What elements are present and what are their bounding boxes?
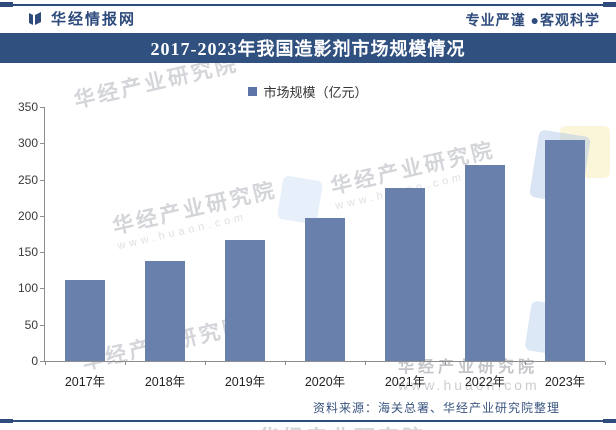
bar-2023年 [545,139,585,361]
y-axis-tick-mark [40,107,44,108]
x-axis-tick-mark [285,362,286,365]
y-axis-tick-mark [40,361,44,362]
page-title: 2017-2023年我国造影剂市场规模情况 [150,39,466,59]
x-axis-tick-mark [205,362,206,365]
brand-logo-icon [28,11,44,27]
watermark-stamp: 华经产业研究院 [258,422,426,430]
bar-2021年 [385,187,425,361]
x-axis-tick-label: 2019年 [224,375,266,389]
x-axis-tick-mark [605,362,606,365]
y-axis-tick-label: 200 [17,208,38,223]
y-axis-tick-mark [40,215,44,217]
brand: 华经情报网 [28,8,136,29]
y-axis-tick-mark [40,324,44,326]
brand-name: 华经情报网 [51,11,137,28]
x-axis-tick-mark [125,362,126,365]
x-axis-tick-mark [445,362,446,365]
x-axis-line [44,361,605,362]
bar-2017年 [65,279,105,361]
x-axis-tick-mark [45,362,46,365]
bottom-border-left-cap [0,419,13,423]
y-axis-line [44,107,45,361]
x-axis-tick-label: 2017年 [64,375,106,389]
y-axis-tick-label: 100 [17,281,38,296]
y-axis-labels: 0 50 100 150 200 250 300 350 [0,100,38,368]
y-axis-tick-mark [40,179,44,181]
x-axis-tick-label: 2021年 [384,375,426,389]
header: 华经情报网 专业严谨 ●客观科学 [0,8,616,30]
y-axis-tick-label: 250 [17,172,38,187]
plot-area: 2017年 2018年 2019年 2020年 2021年 2022年 2023年 [40,107,606,389]
bar-2018年 [145,260,185,361]
top-border-left-cap [0,2,13,7]
y-axis-tick-mark [40,288,44,290]
x-axis-tick-label: 2020年 [304,375,346,389]
legend-marker-icon [248,86,258,96]
y-axis-tick-mark [40,143,44,145]
x-axis-tick-label: 2023年 [544,375,586,389]
source-note: 资料来源：海关总署、华经产业研究院整理 [312,401,560,415]
header-tagline: 专业严谨 ●客观科学 [465,12,600,28]
x-axis-tick-label: 2018年 [144,375,186,389]
legend-label: 市场规模（亿元） [263,84,368,100]
bar-2019年 [225,239,265,361]
x-axis-tick-mark [525,362,526,365]
top-border-line [0,4,616,6]
bottom-border-line [0,420,616,422]
x-axis-tick-mark [365,362,366,365]
bar-2022年 [465,165,505,361]
x-axis-tick-label: 2022年 [464,375,506,389]
bottom-border-right-cap [603,419,616,423]
y-axis-tick-label: 50 [24,317,38,332]
y-axis-tick-label: 300 [17,136,38,151]
chart-legend: 市场规模（亿元） [0,82,616,100]
y-axis-tick-label: 0 [31,354,38,368]
y-axis-tick-mark [40,252,44,254]
title-banner: 2017-2023年我国造影剂市场规模情况 [0,33,616,63]
top-border-right-cap [603,2,616,7]
y-axis-tick-label: 150 [17,245,38,260]
bar-2020年 [305,218,345,361]
y-axis-tick-label: 350 [17,100,38,114]
